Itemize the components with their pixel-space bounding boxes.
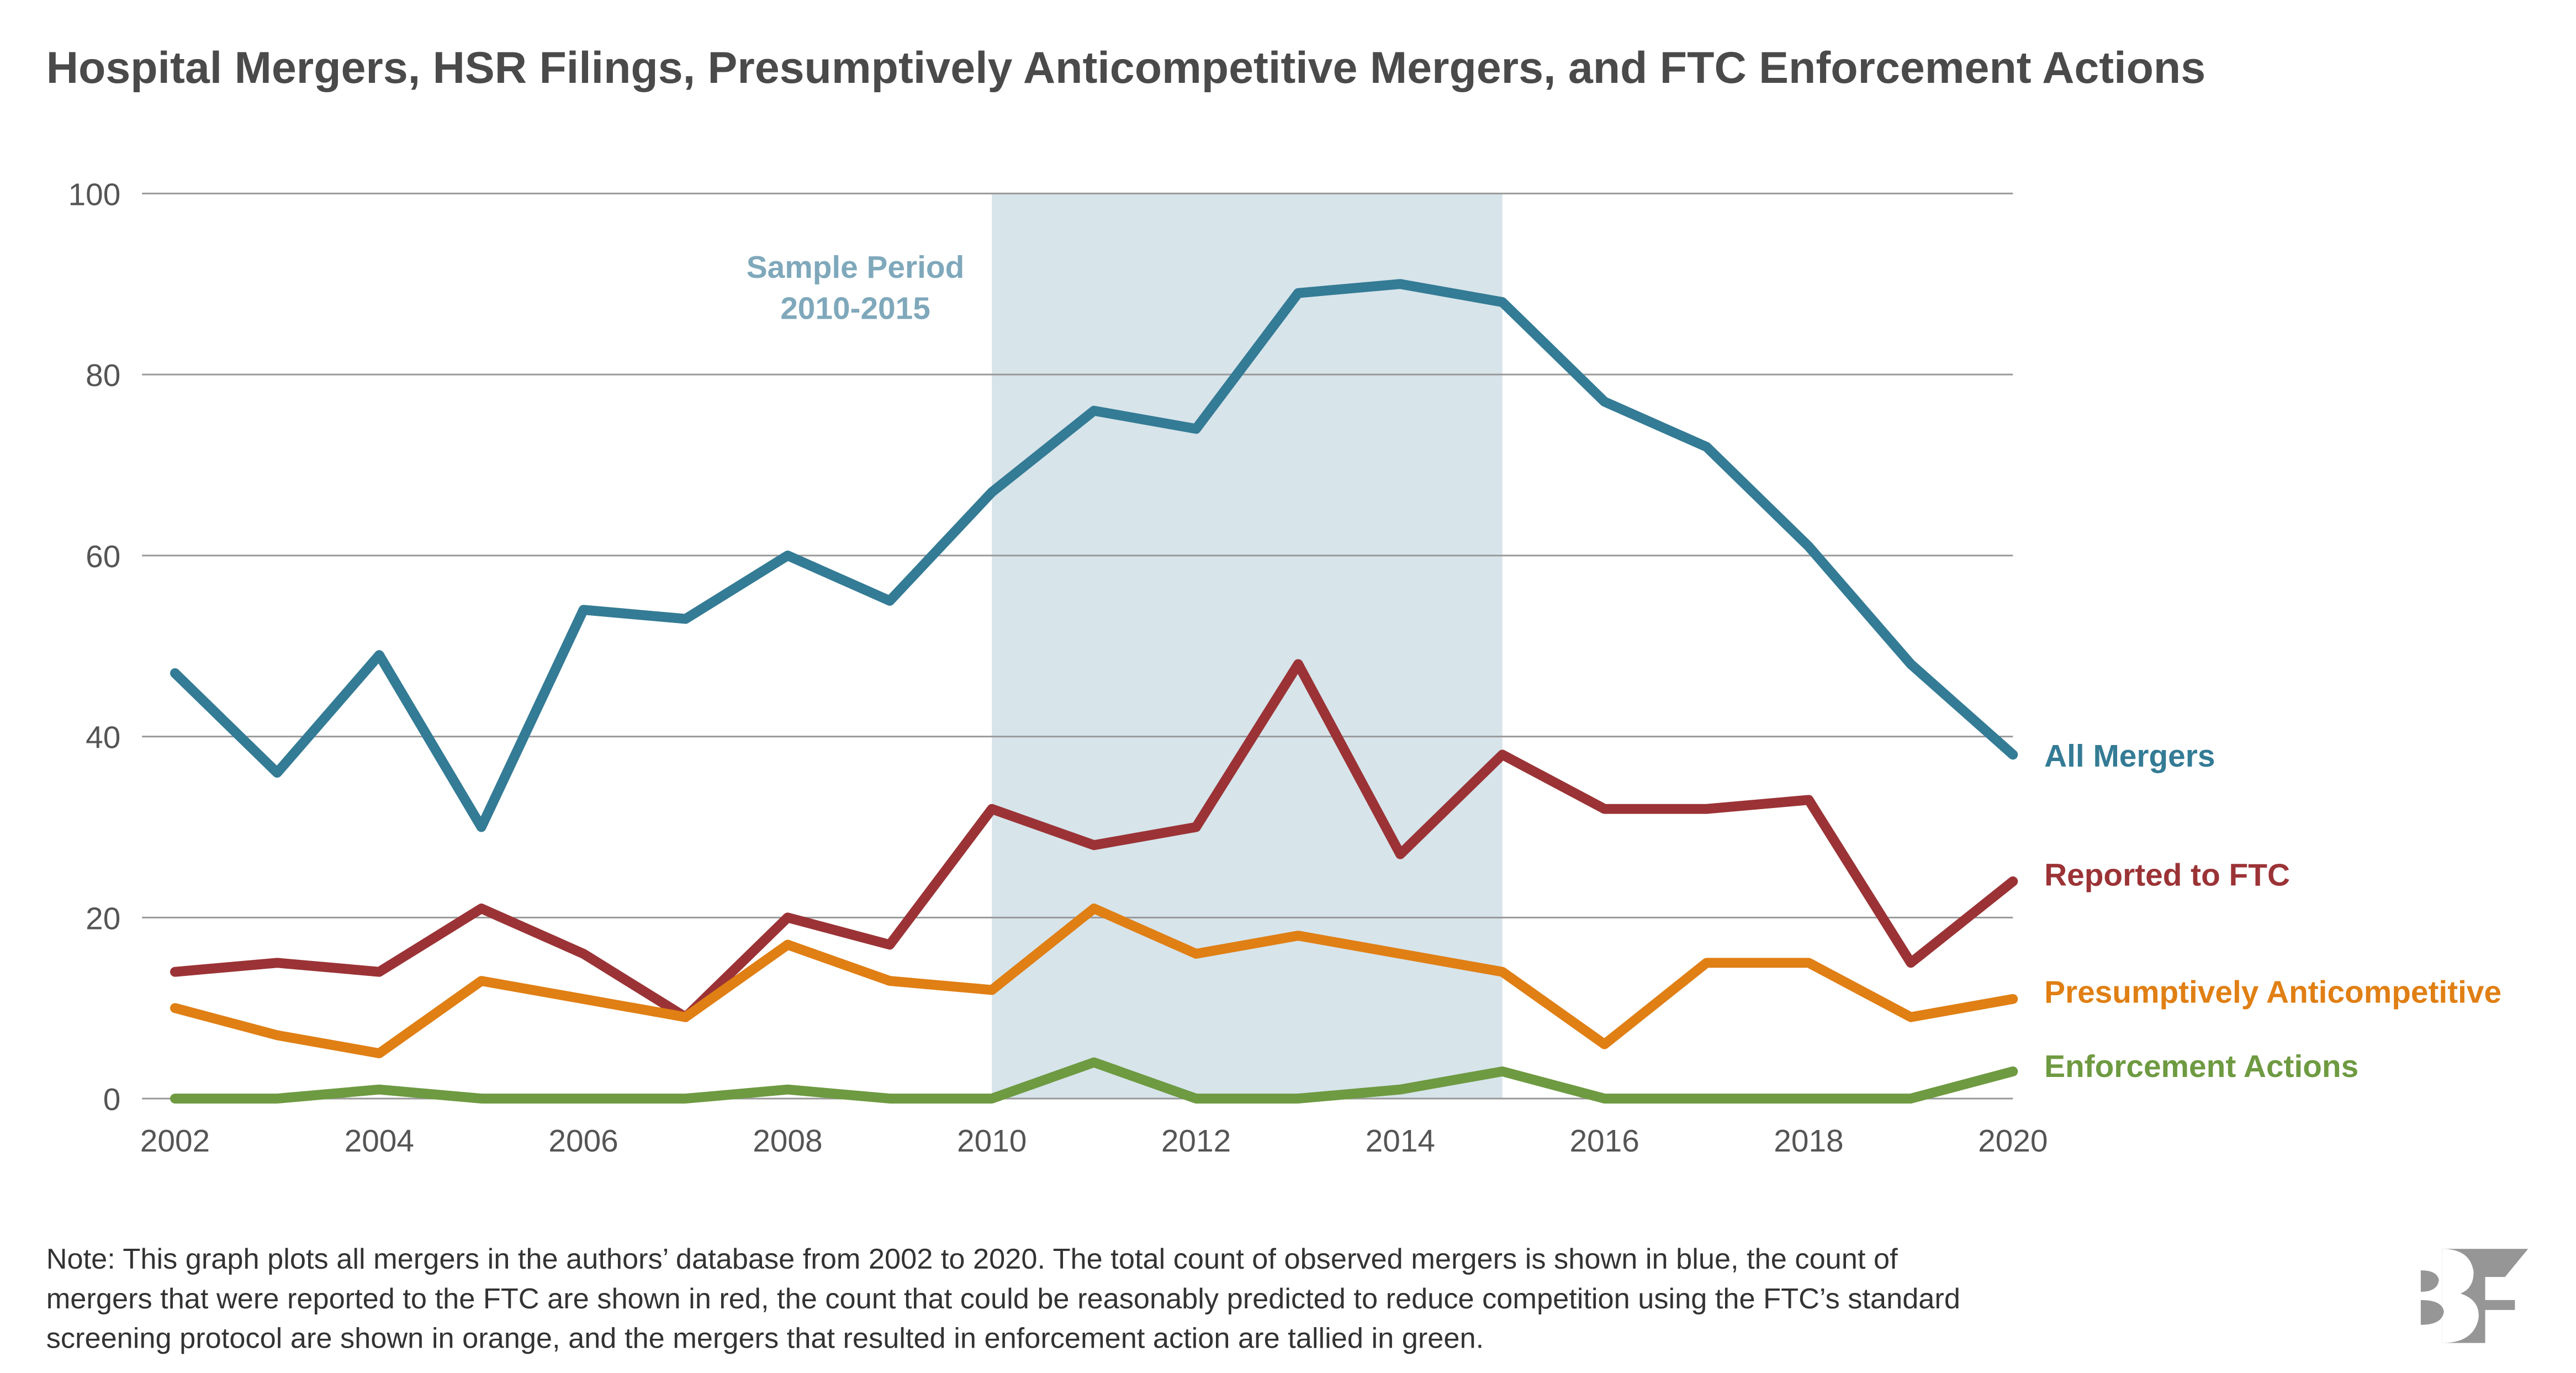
series-line-enforcement-actions xyxy=(170,1057,2018,1104)
x-tick-label: 2002 xyxy=(140,1124,210,1159)
x-tick-label: 2008 xyxy=(753,1124,822,1159)
x-tick-label: 2016 xyxy=(1569,1124,1639,1159)
sample-period-label-line2: 2010-2015 xyxy=(780,292,930,326)
bf-logo-b xyxy=(2442,1249,2479,1343)
y-tick-label: 40 xyxy=(86,721,120,756)
x-tick-label: 2018 xyxy=(1774,1124,1843,1159)
x-tick-label: 2010 xyxy=(957,1124,1027,1159)
y-tick-label: 80 xyxy=(86,358,120,393)
series-line-all-mergers xyxy=(170,279,2018,832)
y-tick-label: 0 xyxy=(103,1082,121,1117)
sample-period-label-line1: Sample Period xyxy=(747,250,965,285)
y-tick-label: 100 xyxy=(68,177,121,212)
series-line-reported-to-ftc xyxy=(170,659,2018,1022)
series-label-enforcement-actions: Enforcement Actions xyxy=(2044,1049,2358,1084)
x-tick-label: 2012 xyxy=(1161,1124,1231,1159)
series-labels: All Mergers Reported to FTC Presumptively … xyxy=(2044,739,2501,1084)
bf-logo-b-counters xyxy=(2420,1270,2444,1325)
x-tick-label: 2004 xyxy=(345,1124,414,1159)
note-line: Note: This graph plots all mergers in th… xyxy=(46,1243,1898,1275)
x-tick-label: 2006 xyxy=(548,1124,618,1159)
x-axis: 2002 2004 2006 2008 2010 2012 2014 2016 2018 2020 xyxy=(140,1124,2048,1159)
series-label-presumptively-anticompetitive: Presumptively Anticompetitive xyxy=(2044,975,2501,1010)
x-tick-label: 2014 xyxy=(1366,1124,1435,1159)
series-label-reported-to-ftc: Reported to FTC xyxy=(2044,858,2290,893)
bf-logo xyxy=(2420,1249,2529,1343)
series-label-all-mergers: All Mergers xyxy=(2044,739,2215,774)
chart-title: Hospital Mergers, HSR Filings, Presumpti… xyxy=(46,43,2205,93)
y-axis: 0 20 40 60 80 100 xyxy=(68,177,121,1117)
y-tick-label: 60 xyxy=(86,540,120,574)
series-line-presumptively-anticompetitive xyxy=(170,903,2018,1059)
y-tick-label: 20 xyxy=(86,901,120,936)
note-line: mergers that were reported to the FTC ar… xyxy=(46,1283,1960,1315)
x-tick-label: 2020 xyxy=(1978,1124,2048,1159)
note: Note: This graph plots all mergers in th… xyxy=(46,1243,1960,1355)
note-line: screening protocol are shown in orange, … xyxy=(46,1323,1484,1355)
series-lines xyxy=(170,279,2018,1104)
